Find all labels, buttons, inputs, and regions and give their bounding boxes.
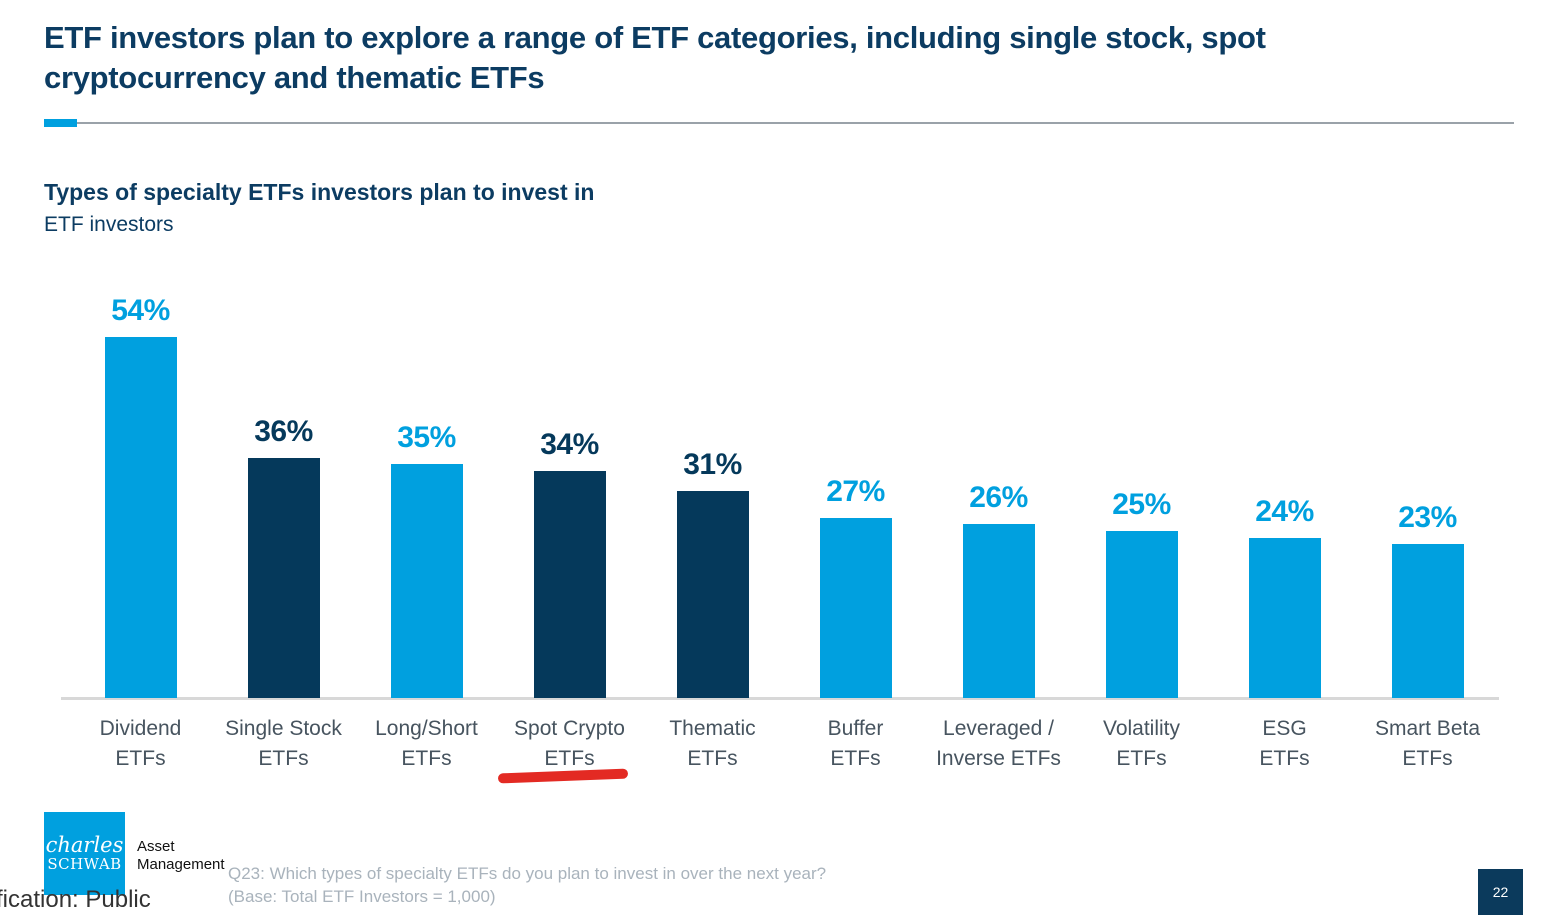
chart-subtitle: ETF investors [44,213,174,236]
bar-rect [390,464,463,698]
bar-value-label: 27% [826,475,885,508]
bar-column: 54% Dividend ETFs [69,288,212,770]
footnote-line1: Q23: Which types of specialty ETFs do yo… [228,864,827,883]
bar-value-label: 24% [1255,495,1314,528]
bar-category-label: Volatility ETFs [1102,717,1181,770]
title-divider-accent [44,119,77,127]
bar-category-label: Long/Short ETFs [375,717,478,770]
bar-rect [533,471,606,698]
title-divider-line [77,122,1514,124]
bar-category-label: Leveraged / Inverse ETFs [936,717,1061,770]
page-number-badge: 22 [1478,869,1523,915]
bar-column: 27% Buffer ETFs [784,288,927,770]
bar-value-label: 25% [1112,488,1171,521]
bar-column: 34% Spot Crypto ETFs [498,288,641,770]
bar-rect [676,491,749,698]
bar-column: 31% Thematic ETFs [641,288,784,770]
x-axis-line [61,697,1499,700]
bar-category-label: Spot Crypto ETFs [514,717,625,770]
charles-schwab-logo: charles SCHWAB [44,812,125,895]
bar-rect [1105,531,1178,698]
bar-rect [962,524,1035,698]
title-divider [44,119,1514,127]
bar-rect [1391,544,1464,698]
slide-title: ETF investors plan to explore a range of… [44,18,1266,98]
logo-brand-line1: charles [45,832,124,857]
bar-category-label: ESG ETFs [1259,717,1310,770]
bar-column: 36% Single Stock ETFs [212,288,355,770]
bar-rect [247,458,320,698]
bar-chart: 54% Dividend ETFs 36% Single Stock ETFs 35% Lon… [61,288,1499,770]
bar-column: 26% Leveraged / Inverse ETFs [927,288,1070,770]
page-number: 22 [1492,884,1509,900]
bar-value-label: 23% [1398,501,1457,534]
bar-rect [1248,538,1321,698]
bar-column: 35% Long/Short ETFs [355,288,498,770]
logo-brand-line2: SCHWAB [47,854,122,873]
bar-value-label: 31% [683,448,742,481]
bar-category-label: Thematic ETFs [669,717,756,770]
bar-column: 25% Volatility ETFs [1070,288,1213,770]
bar-value-label: 26% [969,481,1028,514]
logo-unit-line2: Management [137,856,225,873]
bar-value-label: 34% [540,428,599,461]
bar-rect [819,518,892,698]
logo-unit-line1: Asset [137,838,175,855]
classification-label: fication: Public [0,886,151,913]
bar-category-label: Smart Beta ETFs [1374,717,1481,770]
bar-value-label: 36% [254,415,313,448]
chart-title: Types of specialty ETFs investors plan t… [44,179,595,205]
footnote: Q23: Which types of specialty ETFs do yo… [228,862,826,908]
bar-value-label: 54% [111,294,170,327]
bar-value-label: 35% [397,421,456,454]
footnote-line2: (Base: Total ETF Investors = 1,000) [228,887,496,906]
bar-rect [104,337,177,698]
logo-unit-label: Asset Management [137,838,225,874]
bar-column: 23% Smart Beta ETFs [1356,288,1499,770]
bar-category-label: Single Stock ETFs [225,717,342,770]
bar-category-label: Dividend ETFs [99,717,182,770]
slide-title-line1: ETF investors plan to explore a range of… [44,20,1266,55]
bar-category-label: Buffer ETFs [827,717,884,770]
slide-title-line2: cryptocurrency and thematic ETFs [44,60,545,95]
bar-column: 24% ESG ETFs [1213,288,1356,770]
